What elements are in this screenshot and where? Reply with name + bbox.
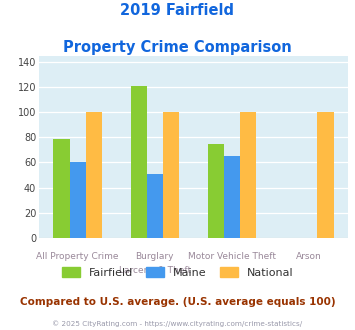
Bar <box>147 174 163 238</box>
Text: Arson: Arson <box>296 252 322 261</box>
Bar <box>131 86 147 238</box>
Legend: Fairfield, Maine, National: Fairfield, Maine, National <box>58 263 297 282</box>
Text: Compared to U.S. average. (U.S. average equals 100): Compared to U.S. average. (U.S. average … <box>20 297 335 307</box>
Text: 2019 Fairfield: 2019 Fairfield <box>120 3 235 18</box>
Text: All Property Crime: All Property Crime <box>37 252 119 261</box>
Text: © 2025 CityRating.com - https://www.cityrating.com/crime-statistics/: © 2025 CityRating.com - https://www.city… <box>53 320 302 327</box>
Bar <box>70 162 86 238</box>
Text: Larceny & Theft: Larceny & Theft <box>119 266 191 275</box>
Text: Motor Vehicle Theft: Motor Vehicle Theft <box>188 252 276 261</box>
Bar <box>208 144 224 238</box>
Text: Burglary: Burglary <box>136 252 174 261</box>
Bar <box>317 113 334 238</box>
Bar <box>86 113 102 238</box>
Text: Property Crime Comparison: Property Crime Comparison <box>63 40 292 54</box>
Bar <box>53 139 70 238</box>
Bar <box>224 156 240 238</box>
Bar <box>240 113 256 238</box>
Bar <box>163 113 179 238</box>
